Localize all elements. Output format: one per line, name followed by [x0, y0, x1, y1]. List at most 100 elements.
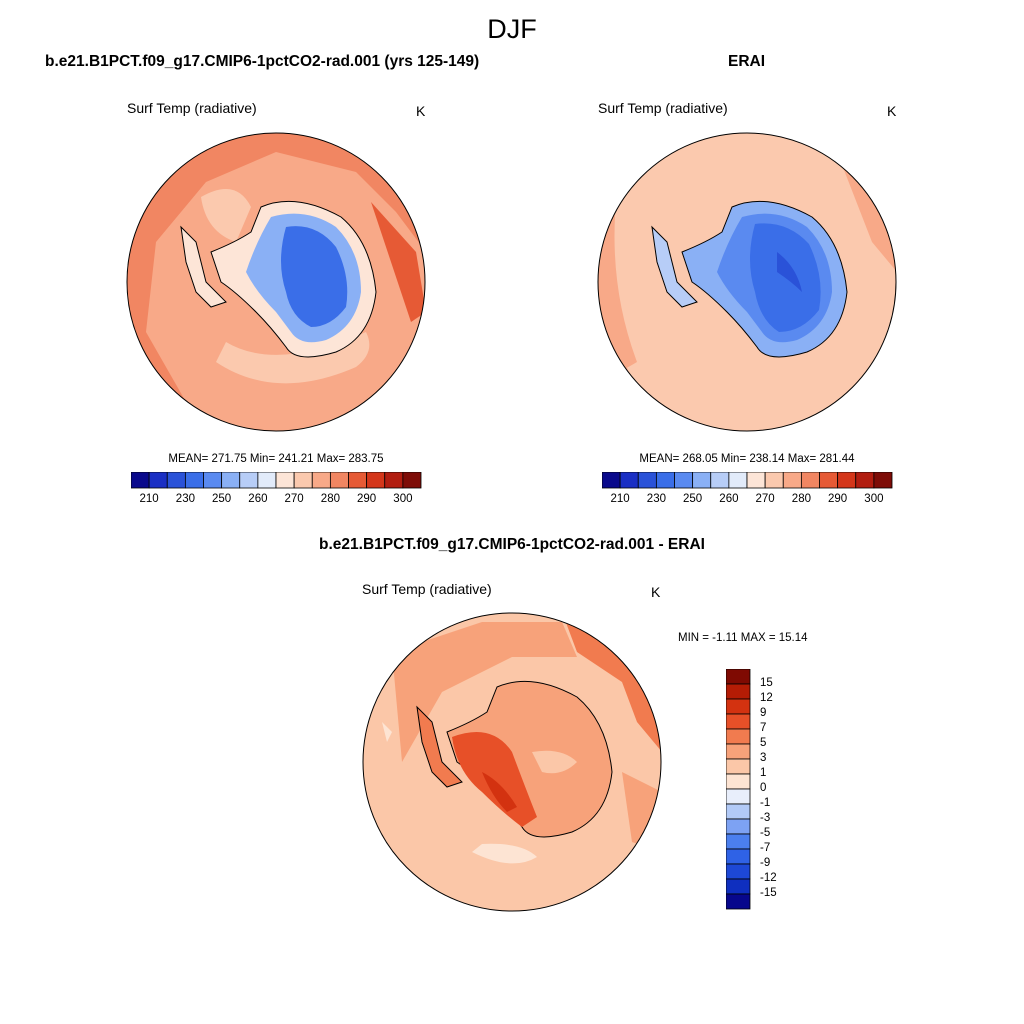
colorbar-tick-label: 270 — [284, 493, 304, 505]
model-map-border — [126, 132, 426, 432]
colorbar-box — [184, 472, 204, 489]
colorbar-tick-label: 5 — [760, 737, 767, 749]
diff-map-interior-light — [532, 750, 577, 774]
colorbar-box — [148, 472, 168, 489]
colorbar-box — [384, 472, 404, 489]
model-unit-label: K — [416, 103, 426, 119]
model-map-ice-cold — [281, 226, 348, 327]
colorbar-box — [402, 472, 422, 489]
diff-map-ring-warm — [392, 622, 577, 762]
colorbar-tick-label: 260 — [248, 493, 268, 505]
colorbar-box — [764, 472, 784, 489]
diff-panel-title: b.e21.B1PCT.f09_g17.CMIP6-1pctCO2-rad.00… — [319, 536, 705, 553]
colorbar-box — [726, 713, 751, 730]
diff-stats-text: MIN = -1.11 MAX = 15.14 — [678, 632, 808, 644]
colorbar-tick-label: 1 — [760, 767, 767, 779]
model-variable-label: Surf Temp (radiative) — [127, 100, 257, 116]
obs-map-border — [597, 132, 897, 432]
colorbar-box — [329, 472, 349, 489]
colorbar-box — [602, 472, 621, 489]
model-colorbar — [131, 472, 422, 489]
colorbar-tick-label: 9 — [760, 707, 767, 719]
diff-map-peninsula — [416, 705, 463, 788]
colorbar-box — [726, 758, 751, 775]
colorbar-box — [800, 472, 820, 489]
colorbar-tick-label: 15 — [760, 677, 773, 689]
obs-variable-label: Surf Temp (radiative) — [598, 100, 728, 116]
colorbar-box — [221, 472, 241, 489]
diff-map-hottest — [482, 772, 517, 812]
colorbar-tick-label: 7 — [760, 722, 767, 734]
obs-map-ice-coldest — [777, 252, 802, 292]
colorbar-tick-label: -7 — [760, 842, 771, 854]
obs-colorbar-boxes — [602, 472, 893, 489]
colorbar-tick-label: 260 — [719, 493, 739, 505]
colorbar-box — [819, 472, 839, 489]
diff-variable-label: Surf Temp (radiative) — [362, 581, 492, 597]
colorbar-tick-label: 12 — [760, 692, 773, 704]
colorbar-box — [257, 472, 277, 489]
colorbar-box — [311, 472, 331, 489]
colorbar-tick-label: 280 — [791, 493, 811, 505]
colorbar-tick-label: 250 — [212, 493, 232, 505]
diff-map-antarctica — [446, 680, 613, 838]
colorbar-box — [726, 698, 751, 715]
colorbar-tick-label: -15 — [760, 887, 777, 899]
obs-unit-label: K — [887, 103, 897, 119]
model-map-peninsula — [180, 225, 227, 308]
colorbar-box — [726, 803, 751, 820]
diff-colorbar-boxes — [726, 669, 751, 910]
colorbar-box — [239, 472, 259, 489]
colorbar-box — [746, 472, 766, 489]
obs-panel-title: ERAI — [728, 53, 766, 70]
colorbar-box — [782, 472, 802, 489]
colorbar-tick-label: 270 — [755, 493, 775, 505]
colorbar-box — [726, 773, 751, 790]
colorbar-box — [293, 472, 313, 489]
colorbar-box — [637, 472, 657, 489]
model-stats-text: MEAN= 271.75 Min= 241.21 Max= 283.75 — [168, 453, 384, 465]
model-colorbar-ticks: 210 230 250 260 270 280 290 300 — [131, 493, 423, 509]
model-colorbar-boxes — [131, 472, 422, 489]
obs-stats-text: MEAN= 268.05 Min= 238.14 Max= 281.44 — [639, 453, 855, 465]
colorbar-box — [726, 743, 751, 760]
model-panel-title: b.e21.B1PCT.f09_g17.CMIP6-1pctCO2-rad.00… — [45, 53, 480, 70]
colorbar-box — [710, 472, 730, 489]
model-map-warm-patch — [371, 202, 425, 322]
diff-map-light-patch — [382, 722, 537, 864]
colorbar-box — [726, 863, 751, 880]
colorbar-tick-label: 290 — [828, 493, 848, 505]
colorbar-tick-label: 280 — [320, 493, 340, 505]
colorbar-box — [619, 472, 639, 489]
colorbar-box — [726, 848, 751, 865]
colorbar-box — [348, 472, 368, 489]
model-map-ring-light — [216, 332, 370, 384]
colorbar-tick-label: 0 — [760, 782, 767, 794]
colorbar-box — [275, 472, 295, 489]
colorbar-tick-label: -1 — [760, 797, 771, 809]
colorbar-tick-label: 230 — [646, 493, 666, 505]
colorbar-box — [855, 472, 875, 489]
colorbar-box — [726, 683, 751, 700]
colorbar-box — [726, 833, 751, 850]
colorbar-box — [726, 818, 751, 835]
colorbar-box — [655, 472, 675, 489]
obs-colorbar-ticks: 210 230 250 260 270 280 290 300 — [602, 493, 894, 509]
colorbar-box — [873, 472, 893, 489]
colorbar-tick-label: -12 — [760, 872, 777, 884]
season-title: DJF — [487, 14, 537, 44]
colorbar-tick-label: 210 — [139, 493, 159, 505]
colorbar-box — [726, 788, 751, 805]
colorbar-tick-label: -5 — [760, 827, 771, 839]
colorbar-box — [366, 472, 386, 489]
colorbar-box — [131, 472, 150, 489]
diff-polar-map — [362, 612, 662, 912]
colorbar-box — [166, 472, 186, 489]
diff-colorbar-ticks: 15 12 9 7 5 3 1 0 -1 -3 -5 -7 -9 -12 -15 — [760, 669, 800, 911]
colorbar-tick-label: 3 — [760, 752, 767, 764]
colorbar-tick-label: -3 — [760, 812, 771, 824]
diff-colorbar — [726, 669, 751, 910]
colorbar-tick-label: 300 — [864, 493, 884, 505]
obs-polar-map — [597, 132, 897, 432]
diff-map-hot-region — [452, 732, 537, 827]
